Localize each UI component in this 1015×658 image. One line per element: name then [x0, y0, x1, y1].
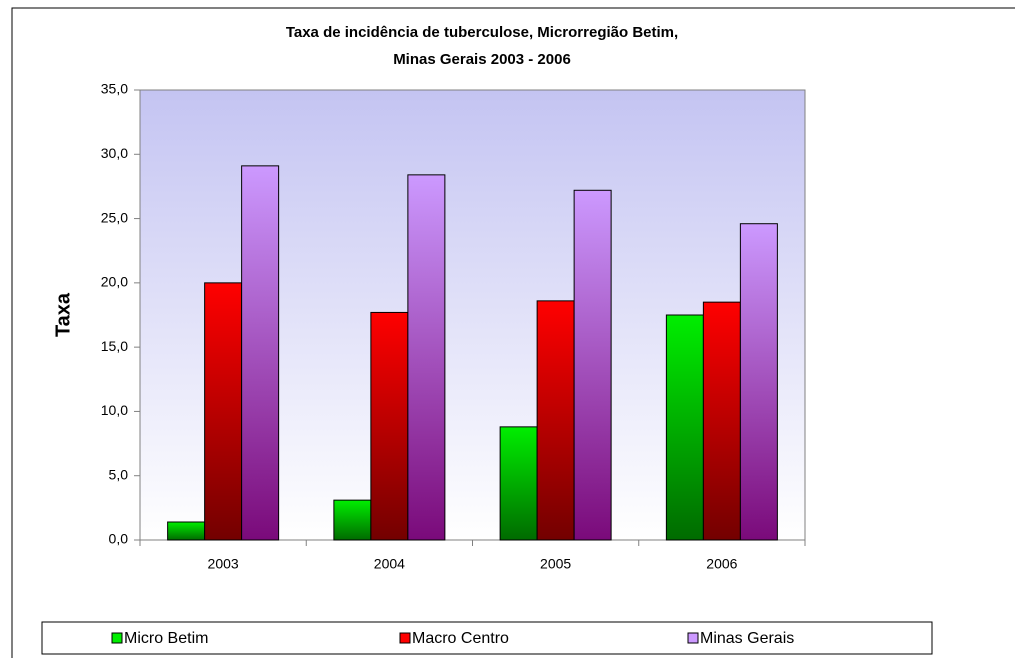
bar: [407, 174, 446, 541]
legend-label: Micro Betim: [124, 630, 208, 647]
y-tick-label: 10,0: [101, 402, 128, 418]
chart-title: Minas Gerais 2003 - 2006: [393, 51, 571, 68]
y-tick-label: 20,0: [101, 274, 128, 290]
y-tick-label: 30,0: [101, 145, 128, 161]
legend: [41, 621, 933, 655]
bar: [241, 165, 280, 541]
y-tick-label: 0,0: [109, 531, 129, 547]
x-tick-label: 2004: [374, 556, 405, 572]
bar: [739, 223, 778, 541]
x-tick-label: 2005: [540, 556, 571, 572]
x-tick-label: 2006: [706, 556, 737, 572]
x-tick-label: 2003: [208, 556, 239, 572]
y-axis-label: Taxa: [52, 292, 74, 337]
bar: [536, 300, 575, 541]
legend-swatch: [687, 632, 699, 644]
y-tick-label: 5,0: [109, 466, 129, 482]
legend-swatch: [399, 632, 411, 644]
y-tick-label: 15,0: [101, 338, 128, 354]
bar: [573, 189, 612, 541]
legend-label: Minas Gerais: [700, 630, 794, 647]
chart-title: Taxa de incidência de tuberculose, Micro…: [286, 24, 678, 41]
legend-label: Macro Centro: [412, 630, 509, 647]
bar: [333, 499, 372, 541]
chart-border: [11, 7, 1015, 658]
legend-swatch: [111, 632, 123, 644]
bar: [370, 311, 409, 541]
bar: [167, 521, 206, 541]
bar: [665, 314, 704, 541]
bar: [499, 426, 538, 541]
bar: [702, 301, 741, 541]
y-tick-label: 25,0: [101, 209, 128, 225]
bar: [204, 282, 243, 541]
y-tick-label: 35,0: [101, 81, 128, 97]
